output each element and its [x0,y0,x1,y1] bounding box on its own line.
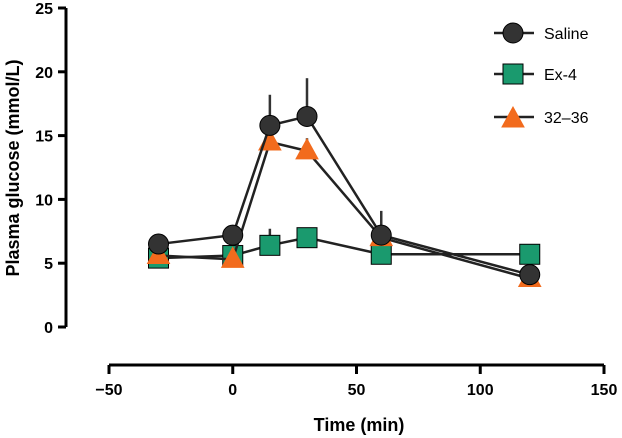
legend-label: 32–36 [544,110,589,127]
x-tick-label: 50 [348,382,366,399]
y-tick-label: 0 [44,320,53,337]
x-tick-label: 150 [591,382,618,399]
series-line [158,140,531,280]
legend-item: 32–36 [494,105,589,128]
series-line [158,115,531,276]
legend-marker [502,63,524,85]
data-point [296,105,318,127]
data-point [519,243,541,265]
data-point [370,243,392,265]
series-circle [148,78,541,286]
data-point [222,224,244,246]
data-point [259,114,281,136]
x-tick-label: −50 [95,382,122,399]
y-tick-label: 10 [35,192,53,209]
data-point [148,233,169,255]
legend-layer: Saline Ex-4 32–36 [494,22,589,128]
data-point [370,224,392,246]
y-tick-label: 15 [35,129,53,146]
legend-marker [502,22,524,44]
legend-item: Saline [494,22,589,44]
y-tick-label: 5 [44,256,53,273]
series-layer [146,78,542,288]
axes-layer: 0 5 10 15 20 25 −50 0 50 100 150 [35,1,617,399]
series-line [158,236,530,260]
x-tick-label: 100 [467,382,494,399]
data-point [296,227,318,249]
legend-label: Ex-4 [544,67,577,84]
legend-item: Ex-4 [494,63,577,85]
data-point [519,264,541,286]
y-tick-label: 25 [35,1,53,18]
data-point [295,137,319,160]
data-point [259,234,281,256]
x-tick-label: 0 [228,382,237,399]
y-axis-title: Plasma glucose (mmol/L) [3,59,23,276]
y-tick-label: 20 [35,65,53,82]
data-point [220,246,245,268]
legend-marker [501,105,525,128]
legend-label: Saline [544,26,589,43]
x-axis-title: Time (min) [314,415,405,435]
